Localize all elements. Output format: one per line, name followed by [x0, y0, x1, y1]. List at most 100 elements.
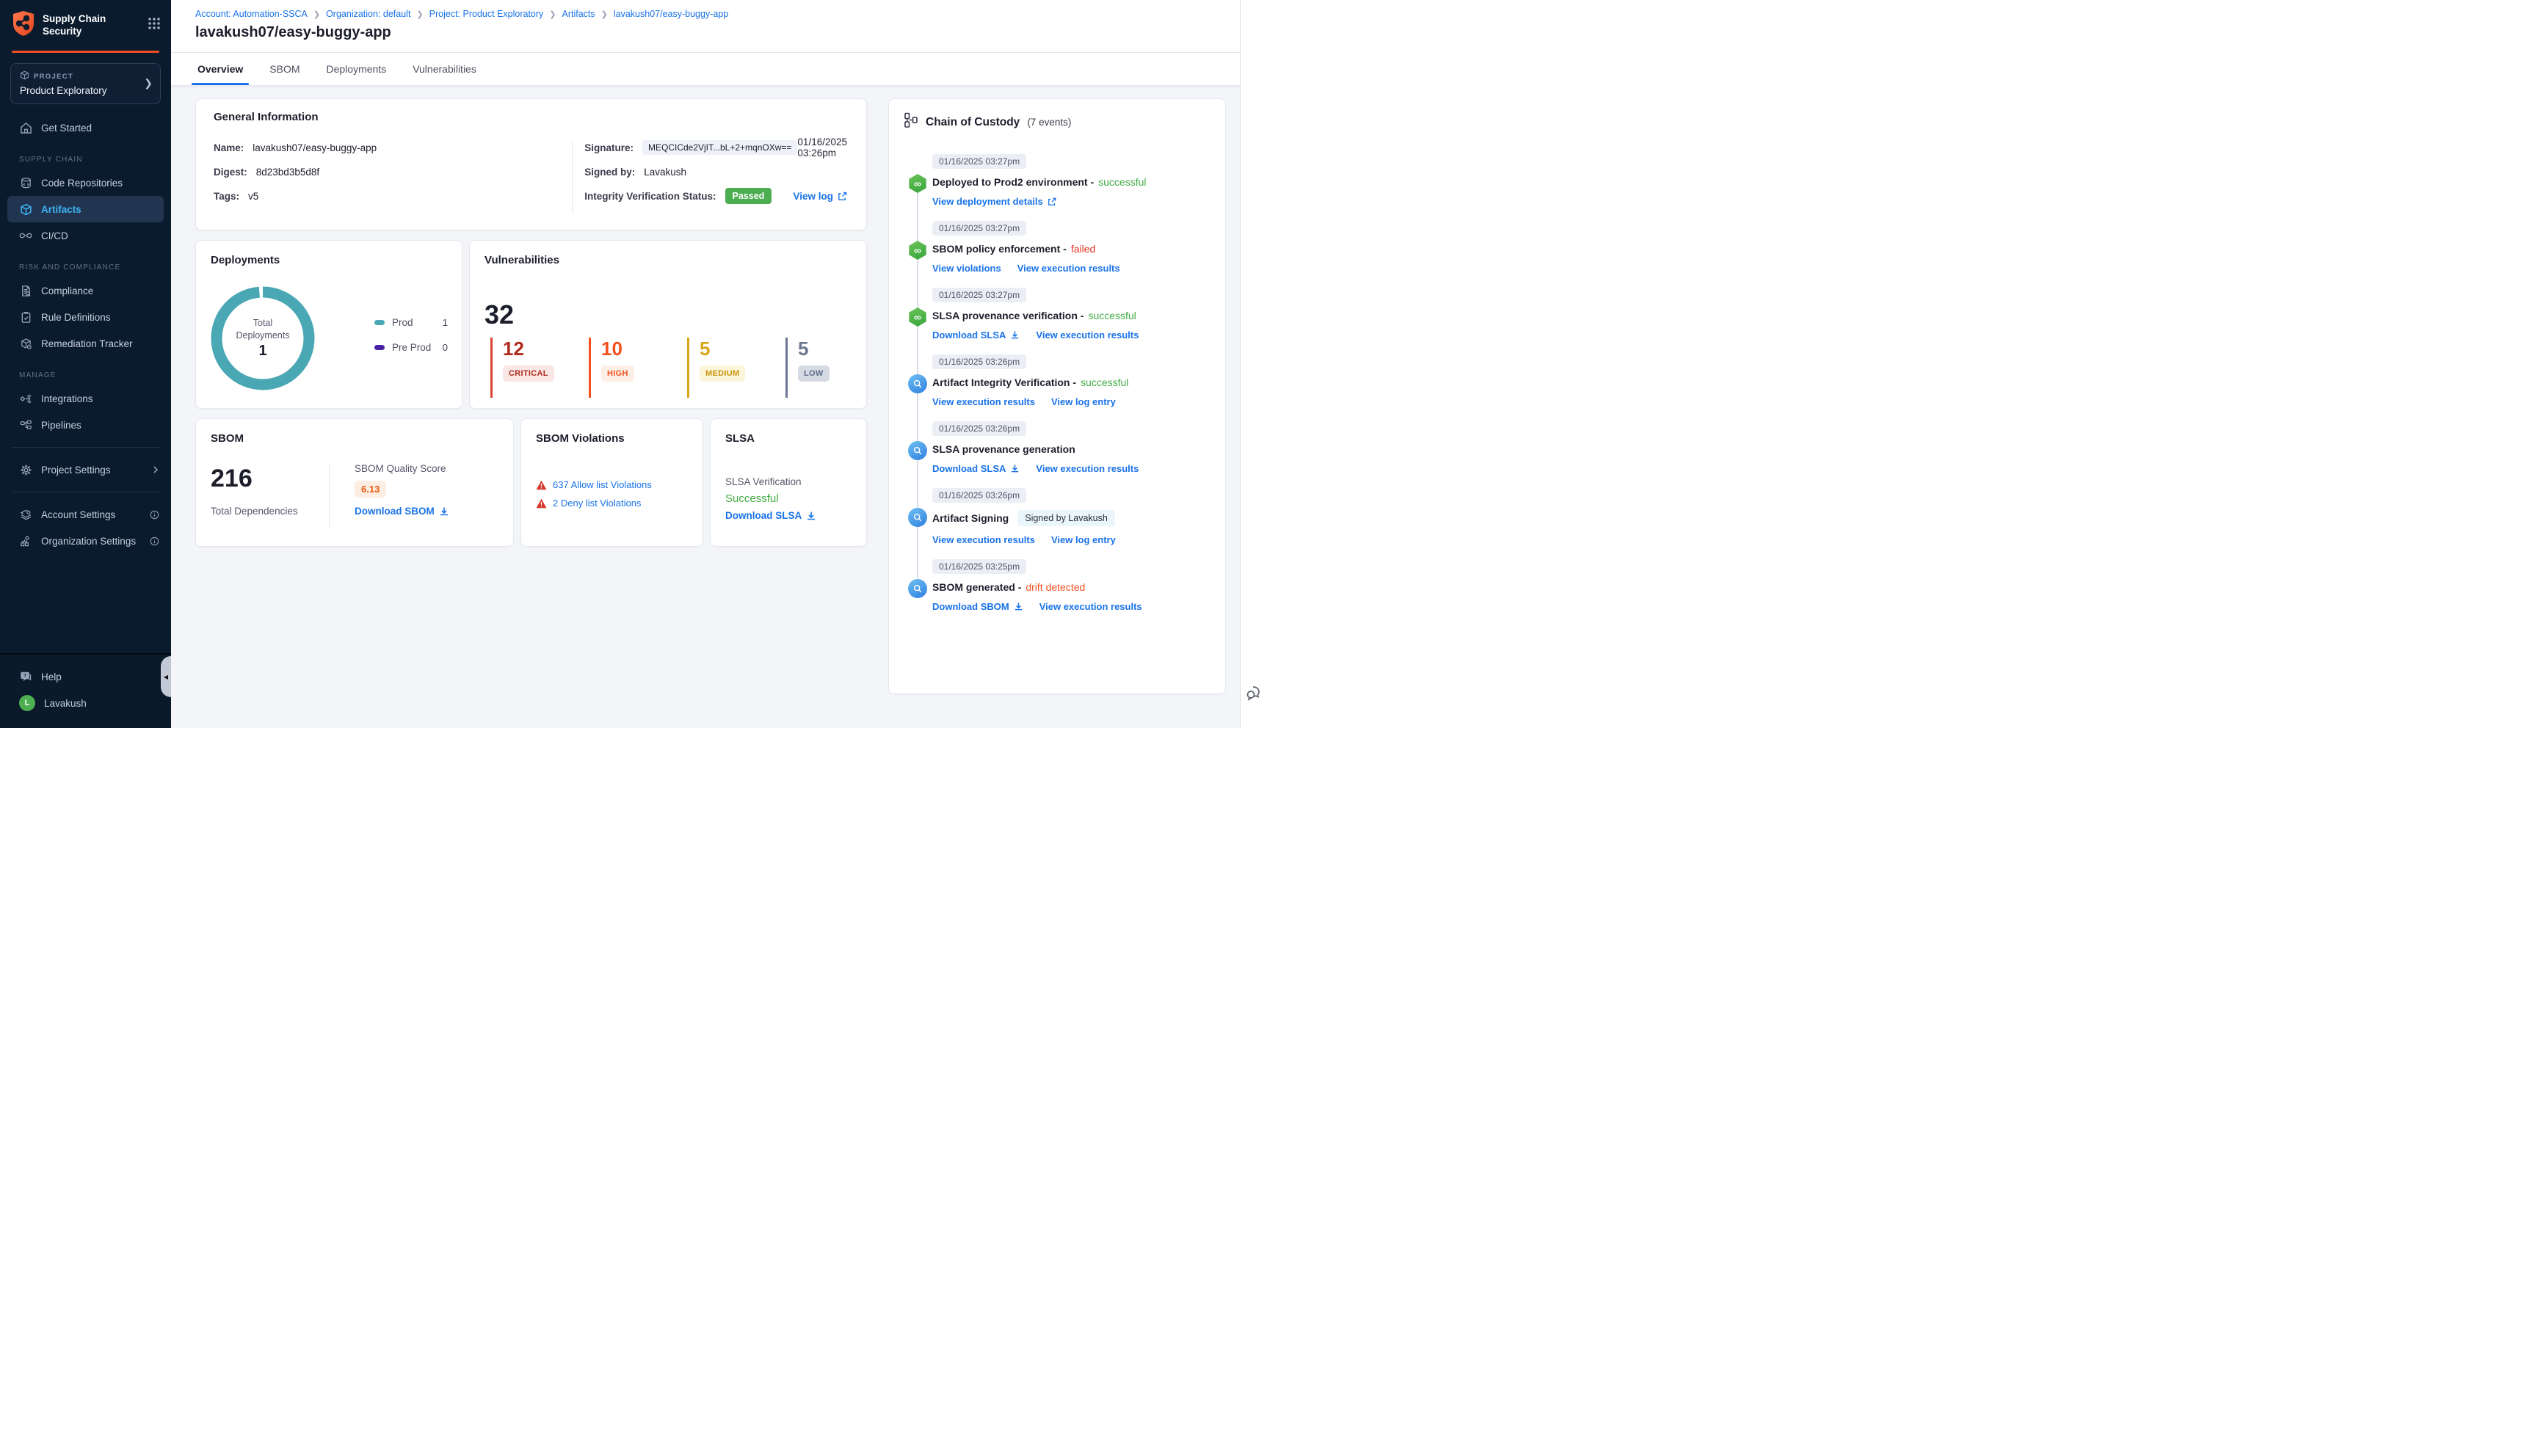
user-avatar: L [19, 695, 35, 711]
project-selector[interactable]: PROJECT Product Exploratory ❯ [10, 63, 161, 104]
sidebar-item-code-repositories[interactable]: Code Repositories [0, 170, 171, 196]
view-log-entry-link[interactable]: View log entry [1050, 534, 1116, 545]
nav-section-risk: RISK AND COMPLIANCE [19, 263, 121, 272]
sidebar-item-integrations[interactable]: Integrations [0, 385, 171, 412]
sidebar-collapse-handle[interactable]: ◀ [161, 656, 171, 697]
sidebar-item-label: Project Settings [41, 464, 111, 476]
slsa-title: SLSA [725, 432, 755, 445]
signature-label: Signature: [584, 142, 634, 153]
sidebar-user[interactable]: L Lavakush [0, 690, 171, 716]
severity-low: 5 LOW [785, 338, 884, 398]
download-icon [1012, 465, 1019, 473]
sidebar-item-project-settings[interactable]: Project Settings [0, 456, 171, 483]
event-timestamp: 01/16/2025 03:27pm [932, 288, 1027, 302]
warning-triangle-icon [536, 480, 547, 489]
view-log-link[interactable]: View log [793, 191, 847, 202]
sidebar-item-remediation-tracker[interactable]: Remediation Tracker [0, 330, 171, 357]
module-grid-icon[interactable] [148, 17, 161, 34]
scs-magnifier-icon [908, 579, 927, 598]
allow-list-violations-link[interactable]: 637 Allow list Violations [536, 479, 652, 490]
chain-of-custody-timeline: ∞ 01/16/2025 03:27pm Deployed to Prod2 e… [908, 154, 1211, 612]
scs-magnifier-icon [908, 441, 927, 460]
chat-feedback-icon[interactable] [1244, 683, 1265, 707]
sbom-card: SBOM 216 Total Dependencies SBOM Quality… [195, 418, 514, 547]
sidebar-item-account-settings[interactable]: Account Settings [0, 501, 171, 528]
vertical-divider [572, 142, 573, 214]
tab-deployments[interactable]: Deployments [326, 63, 387, 75]
artifact-name-value: lavakush07/easy-buggy-app [253, 142, 377, 153]
main-area: Account: Automation-SSCA ❯ Organization: … [171, 0, 1268, 728]
breadcrumb-separator-icon: ❯ [313, 10, 321, 19]
sidebar-item-compliance[interactable]: Compliance [0, 277, 171, 304]
high-badge: HIGH [601, 365, 634, 382]
download-slsa-link[interactable]: Download SLSA [932, 463, 1020, 474]
breadcrumb-organization[interactable]: Organization: default [326, 9, 411, 19]
gear-icon [19, 463, 32, 476]
sidebar-item-label: Organization Settings [41, 535, 137, 547]
integrity-passed-badge: Passed [725, 188, 772, 204]
tab-sbom[interactable]: SBOM [269, 63, 300, 75]
slsa-card: SLSA SLSA Verification Successful Downlo… [710, 418, 867, 547]
view-violations-link[interactable]: View violations [932, 263, 1001, 274]
breadcrumb-artifact-name[interactable]: lavakush07/easy-buggy-app [613, 9, 729, 19]
sidebar-item-label: Account Settings [41, 509, 116, 520]
project-cube-icon [20, 70, 29, 82]
deployments-donut-chart: Total Deployments 1 [211, 286, 315, 390]
code-repo-icon [19, 176, 32, 189]
event-title: Artifact Signing [932, 512, 1009, 524]
deployments-legend: Prod 1 Pre Prod 0 [374, 314, 448, 364]
sbom-violations-title: SBOM Violations [536, 432, 625, 445]
view-execution-results-link[interactable]: View execution results [1036, 463, 1139, 474]
tab-vulnerabilities[interactable]: Vulnerabilities [413, 63, 476, 75]
breadcrumb-account[interactable]: Account: Automation-SSCA [195, 9, 308, 19]
tags-label: Tags: [214, 190, 240, 202]
name-label: Name: [214, 142, 244, 153]
chain-of-custody-icon [904, 112, 918, 132]
medium-badge: MEDIUM [700, 365, 746, 382]
sidebar-item-pipelines[interactable]: Pipelines [0, 412, 171, 438]
view-execution-results-link[interactable]: View execution results [932, 534, 1035, 545]
sbom-violations-card: SBOM Violations 637 Allow list Violation… [520, 418, 703, 547]
event-timestamp: 01/16/2025 03:26pm [932, 354, 1027, 369]
breadcrumb-separator-icon: ❯ [600, 10, 608, 19]
sidebar-item-rule-definitions[interactable]: Rule Definitions [0, 304, 171, 330]
slsa-verification-status: Successful [725, 492, 779, 505]
event-title: Deployed to Prod2 environment - [932, 176, 1095, 188]
view-execution-results-link[interactable]: View execution results [1036, 330, 1139, 341]
download-slsa-link[interactable]: Download SLSA [725, 510, 816, 521]
integrations-icon [19, 392, 32, 405]
deployments-title: Deployments [211, 254, 280, 266]
deny-list-violations-link[interactable]: 2 Deny list Violations [536, 498, 652, 509]
remediation-box-icon [19, 337, 32, 350]
severity-medium: 5 MEDIUM [687, 338, 785, 398]
digest-label: Digest: [214, 166, 247, 178]
supply-chain-security-logo-icon [12, 10, 35, 40]
breadcrumb-project[interactable]: Project: Product Exploratory [429, 9, 544, 19]
sidebar-item-label: Integrations [41, 393, 93, 404]
download-sbom-link[interactable]: Download SBOM [355, 506, 449, 517]
tab-overview[interactable]: Overview [191, 53, 250, 85]
sidebar-item-get-started[interactable]: Get Started [0, 114, 171, 141]
breadcrumb-artifacts[interactable]: Artifacts [562, 9, 595, 19]
view-execution-results-link[interactable]: View execution results [1039, 601, 1142, 612]
download-sbom-link[interactable]: Download SBOM [932, 601, 1023, 612]
app-root: Supply Chain Security PROJECT [0, 0, 1268, 728]
sidebar-item-help[interactable]: ? Help [0, 663, 171, 690]
sidebar-item-cicd[interactable]: CI/CD [0, 222, 171, 249]
download-slsa-link[interactable]: Download SLSA [932, 330, 1020, 341]
event-title: SLSA provenance generation [932, 443, 1075, 455]
sidebar-item-artifacts[interactable]: Artifacts [7, 196, 164, 222]
sidebar-item-organization-settings[interactable]: Organization Settings [0, 528, 171, 554]
critical-badge: CRITICAL [503, 365, 554, 382]
view-execution-results-link[interactable]: View execution results [932, 396, 1035, 407]
view-log-entry-link[interactable]: View log entry [1050, 396, 1116, 407]
view-deployment-details-link[interactable]: View deployment details [932, 196, 1056, 207]
signature-value-chip: MEQCICde2VjIT...bL+2+mqnOXw== [642, 140, 798, 155]
sbom-quality-score-value: 6.13 [355, 481, 387, 498]
vulnerabilities-title: Vulnerabilities [484, 254, 559, 266]
view-execution-results-link[interactable]: View execution results [1017, 263, 1120, 274]
tags-value: v5 [248, 190, 259, 202]
breadcrumb-separator-icon: ❯ [416, 10, 424, 19]
sbom-title: SBOM [211, 432, 244, 445]
event-status: successful [1098, 176, 1147, 188]
